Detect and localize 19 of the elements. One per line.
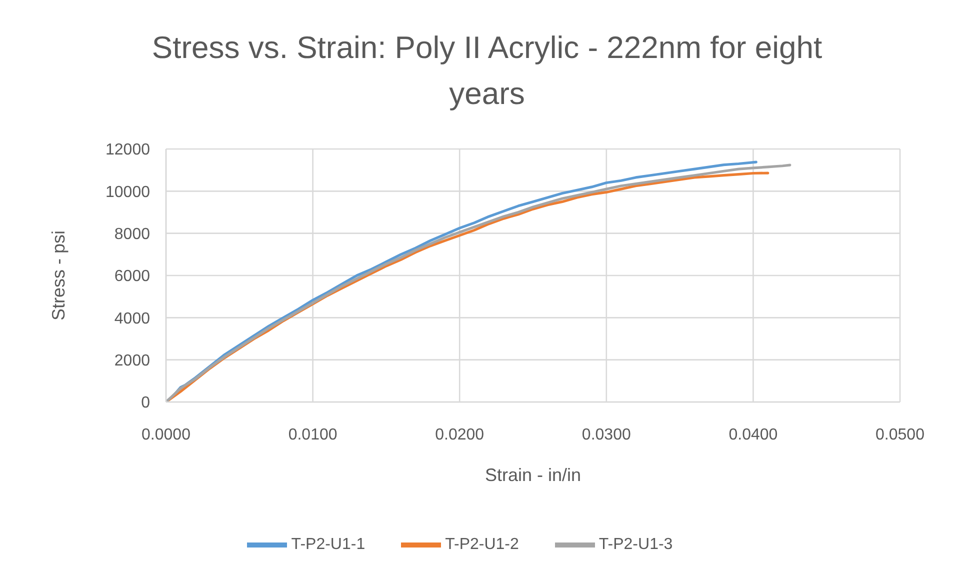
y-tick-label: 4000 bbox=[114, 310, 150, 328]
y-tick-label: 8000 bbox=[114, 226, 150, 244]
y-tick-label: 0 bbox=[141, 394, 150, 412]
x-tick-label: 0.0100 bbox=[288, 426, 338, 444]
x-tick-label: 0.0300 bbox=[582, 426, 631, 444]
x-axis-title: Strain - in/in bbox=[484, 465, 582, 485]
chart-title: Stress vs. Strain: Poly II Acrylic - 222nm for eight years bbox=[150, 29, 824, 113]
y-tick-label: 12000 bbox=[106, 142, 150, 159]
x-tick-label: 0.0200 bbox=[435, 426, 484, 444]
legend-label: T-P2-U1-2 bbox=[445, 536, 519, 554]
y-tick-label: 10000 bbox=[106, 184, 150, 201]
y-axis-title: Stress - psi bbox=[48, 230, 68, 321]
y-tick-label: 2000 bbox=[114, 352, 150, 370]
x-tick-label: 0.0000 bbox=[142, 426, 191, 444]
x-tick-label: 0.0400 bbox=[728, 426, 778, 444]
legend-label: T-P2-U1-1 bbox=[291, 536, 366, 554]
y-tick-label: 6000 bbox=[114, 268, 150, 286]
x-tick-label: 0.0500 bbox=[876, 426, 925, 444]
legend-label: T-P2-U1-3 bbox=[598, 536, 673, 554]
